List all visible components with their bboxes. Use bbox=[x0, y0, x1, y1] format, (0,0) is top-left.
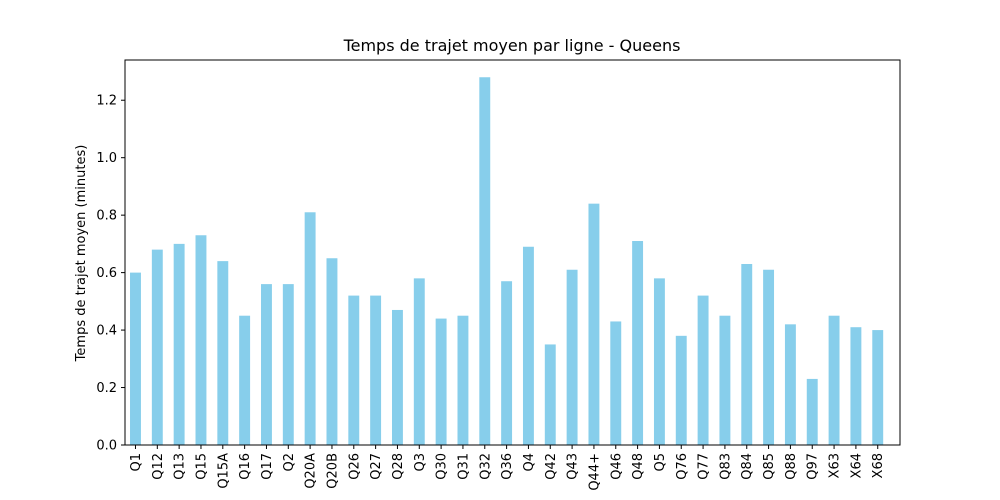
bar bbox=[741, 263, 753, 445]
bars bbox=[130, 77, 884, 446]
y-axis: 0.0 0.2 0.4 0.6 0.8 1.0 1.2 bbox=[96, 94, 125, 454]
bar bbox=[806, 378, 818, 445]
x-tick-label: Q20B bbox=[325, 453, 340, 489]
x-tick-label: Q46 bbox=[609, 453, 624, 480]
bar bbox=[522, 246, 534, 445]
chart-title: Temps de trajet moyen par ligne - Queens bbox=[343, 36, 681, 55]
bar bbox=[282, 284, 294, 445]
bar bbox=[413, 278, 425, 445]
x-tick-label: Q3 bbox=[413, 453, 428, 472]
x-tick-label: Q84 bbox=[740, 453, 755, 480]
bar bbox=[697, 295, 709, 445]
x-tick-label: X68 bbox=[871, 453, 886, 478]
bar bbox=[304, 212, 316, 445]
bar bbox=[632, 241, 644, 445]
x-tick-label: Q44+ bbox=[587, 453, 602, 491]
x-tick-label: Q28 bbox=[391, 453, 406, 480]
x-tick-label: Q97 bbox=[806, 453, 821, 480]
bar bbox=[130, 272, 141, 445]
bar bbox=[173, 243, 185, 445]
x-tick-label: Q77 bbox=[697, 453, 712, 480]
x-tick-label: Q12 bbox=[151, 453, 166, 480]
x-tick-label: X64 bbox=[849, 453, 864, 478]
y-tick-label: 0.4 bbox=[96, 324, 117, 339]
x-tick-label: Q17 bbox=[260, 453, 275, 480]
x-tick-label: Q2 bbox=[282, 453, 297, 472]
bar bbox=[719, 315, 731, 445]
y-tick-label: 0.2 bbox=[96, 381, 117, 396]
x-tick-label: Q13 bbox=[173, 453, 188, 480]
x-axis: Q1 Q12 Q13 Q15 Q15A Q16 Q17 Q2 Q20A Q20B Q26 Q27 Q28… bbox=[129, 445, 886, 491]
x-tick-label: Q42 bbox=[544, 453, 559, 480]
bar bbox=[675, 335, 687, 445]
bar bbox=[872, 330, 884, 445]
x-tick-label: Q1 bbox=[129, 453, 144, 472]
bar bbox=[784, 324, 796, 445]
x-tick-label: Q76 bbox=[675, 453, 690, 480]
bar bbox=[588, 203, 600, 445]
bar bbox=[261, 284, 272, 445]
bar bbox=[610, 321, 622, 445]
x-tick-label: Q83 bbox=[718, 453, 733, 480]
bar bbox=[391, 309, 403, 445]
bar bbox=[457, 315, 469, 445]
y-tick-label: 0.6 bbox=[96, 266, 117, 281]
x-tick-label: Q30 bbox=[435, 453, 450, 480]
x-tick-label: Q15A bbox=[216, 453, 231, 489]
bar bbox=[479, 77, 491, 446]
y-tick-label: 0.0 bbox=[96, 439, 117, 454]
bar bbox=[850, 327, 862, 445]
x-tick-label: Q36 bbox=[500, 453, 515, 480]
bar bbox=[501, 281, 513, 445]
x-tick-label: Q15 bbox=[194, 453, 209, 480]
x-tick-label: Q48 bbox=[631, 453, 646, 480]
x-tick-label: Q4 bbox=[522, 453, 537, 472]
bar bbox=[370, 295, 382, 445]
x-tick-label: Q43 bbox=[566, 453, 581, 480]
bar bbox=[239, 315, 251, 445]
y-tick-label: 1.0 bbox=[96, 151, 117, 166]
bar bbox=[195, 235, 207, 445]
bar bbox=[828, 315, 840, 445]
x-tick-label: Q26 bbox=[347, 453, 362, 480]
bar bbox=[763, 269, 775, 445]
x-tick-label: Q27 bbox=[369, 453, 384, 480]
x-tick-label: X63 bbox=[828, 453, 843, 478]
x-tick-label: Q85 bbox=[762, 453, 777, 480]
x-tick-label: Q20A bbox=[304, 453, 319, 489]
x-tick-label: Q32 bbox=[478, 453, 493, 480]
x-tick-label: Q16 bbox=[238, 453, 253, 480]
bar bbox=[217, 261, 229, 445]
bar bbox=[326, 258, 338, 445]
x-tick-label: Q88 bbox=[784, 453, 799, 480]
x-tick-label: Q31 bbox=[456, 453, 471, 480]
plot-frame bbox=[124, 59, 901, 446]
y-axis-label: Temps de trajet moyen (minutes) bbox=[74, 145, 89, 363]
bar bbox=[348, 295, 360, 445]
bar bbox=[566, 269, 578, 445]
y-tick-label: 0.8 bbox=[96, 209, 117, 224]
x-tick-label: Q5 bbox=[653, 453, 668, 472]
bar bbox=[544, 344, 556, 445]
bar bbox=[653, 278, 665, 445]
bar bbox=[151, 249, 163, 445]
y-tick-label: 1.2 bbox=[96, 94, 117, 109]
bar bbox=[435, 318, 447, 445]
